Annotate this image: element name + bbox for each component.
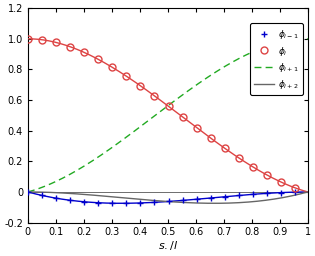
$\phi_i$ (124, 75, 128, 78)
$\phi_{i-1}$ (181, 199, 185, 202)
$\phi_{i+1}$ (292, 38, 295, 41)
$\phi_{i-1}$ (110, 202, 114, 205)
$\phi_{i+1}$ (26, 190, 30, 194)
$\phi_{i+1}$ (100, 153, 104, 156)
$\phi_i$ (223, 147, 227, 150)
$\phi_i$ (26, 37, 30, 40)
$\phi_{i-1}$ (223, 195, 227, 198)
$\phi_{i-1}$ (167, 200, 170, 203)
$\phi_{i+2}$ (306, 190, 310, 194)
$\phi_{i+2}$ (43, 191, 47, 194)
$\phi_{i+1}$ (306, 37, 310, 40)
$\phi_i$ (293, 186, 297, 189)
$\phi_{i-1}$ (68, 199, 72, 202)
$\phi_{i-1}$ (40, 194, 44, 197)
$\phi_i$ (237, 156, 241, 159)
$\phi_{i-1}$ (237, 194, 241, 197)
$\phi_{i-1}$ (26, 190, 30, 194)
$\phi_i$ (195, 126, 198, 129)
$\phi_{i-1}$ (209, 196, 213, 199)
Line: $\phi_{i+2}$: $\phi_{i+2}$ (28, 192, 308, 203)
X-axis label: $s./l$: $s./l$ (158, 239, 178, 252)
$\phi_i$ (152, 94, 156, 97)
Line: $\phi_{i-1}$: $\phi_{i-1}$ (25, 188, 299, 207)
$\phi_i$ (40, 38, 44, 41)
$\phi_{i-1}$ (96, 201, 100, 204)
$\phi_{i-1}$ (251, 193, 255, 196)
$\phi_{i+2}$ (37, 190, 41, 194)
$\phi_{i-1}$ (293, 190, 297, 194)
$\phi_{i+1}$ (37, 187, 41, 190)
$\phi_i$ (209, 137, 213, 140)
$\phi_{i+1}$ (43, 185, 47, 188)
$\phi_i$ (54, 41, 58, 44)
$\phi_{i-1}$ (82, 200, 86, 203)
$\phi_{i+2}$ (213, 202, 217, 205)
$\phi_{i+2}$ (26, 190, 30, 194)
$\phi_i$ (139, 84, 142, 87)
Line: $\phi_{i+1}$: $\phi_{i+1}$ (28, 39, 308, 192)
$\phi_{i-1}$ (195, 198, 198, 201)
$\phi_i$ (251, 165, 255, 168)
$\phi_{i+2}$ (78, 193, 82, 196)
$\phi_{i+2}$ (100, 194, 104, 197)
$\phi_{i+1}$ (282, 40, 286, 43)
$\phi_{i+2}$ (293, 194, 297, 197)
$\phi_{i-1}$ (139, 201, 142, 205)
$\phi_i$ (167, 105, 170, 108)
$\phi_{i-1}$ (265, 192, 269, 195)
$\phi_i$ (96, 58, 100, 61)
$\phi_{i-1}$ (279, 191, 283, 194)
$\phi_i$ (265, 174, 269, 177)
Legend: $\phi_{i-1}$, $\phi_i$, $\phi_{i+1}$, $\phi_{i+2}$: $\phi_{i-1}$, $\phi_i$, $\phi_{i+1}$, $\… (250, 23, 303, 95)
$\phi_i$ (181, 115, 185, 119)
$\phi_i$ (110, 66, 114, 69)
$\phi_{i+1}$ (78, 167, 82, 170)
$\phi_{i-1}$ (124, 202, 128, 205)
$\phi_{i-1}$ (152, 201, 156, 204)
$\phi_i$ (279, 180, 283, 184)
$\phi_i$ (82, 51, 86, 54)
$\phi_i$ (68, 45, 72, 48)
$\phi_{i+2}$ (284, 196, 287, 199)
Line: $\phi_i$: $\phi_i$ (25, 35, 299, 191)
$\phi_{i-1}$ (54, 197, 58, 200)
